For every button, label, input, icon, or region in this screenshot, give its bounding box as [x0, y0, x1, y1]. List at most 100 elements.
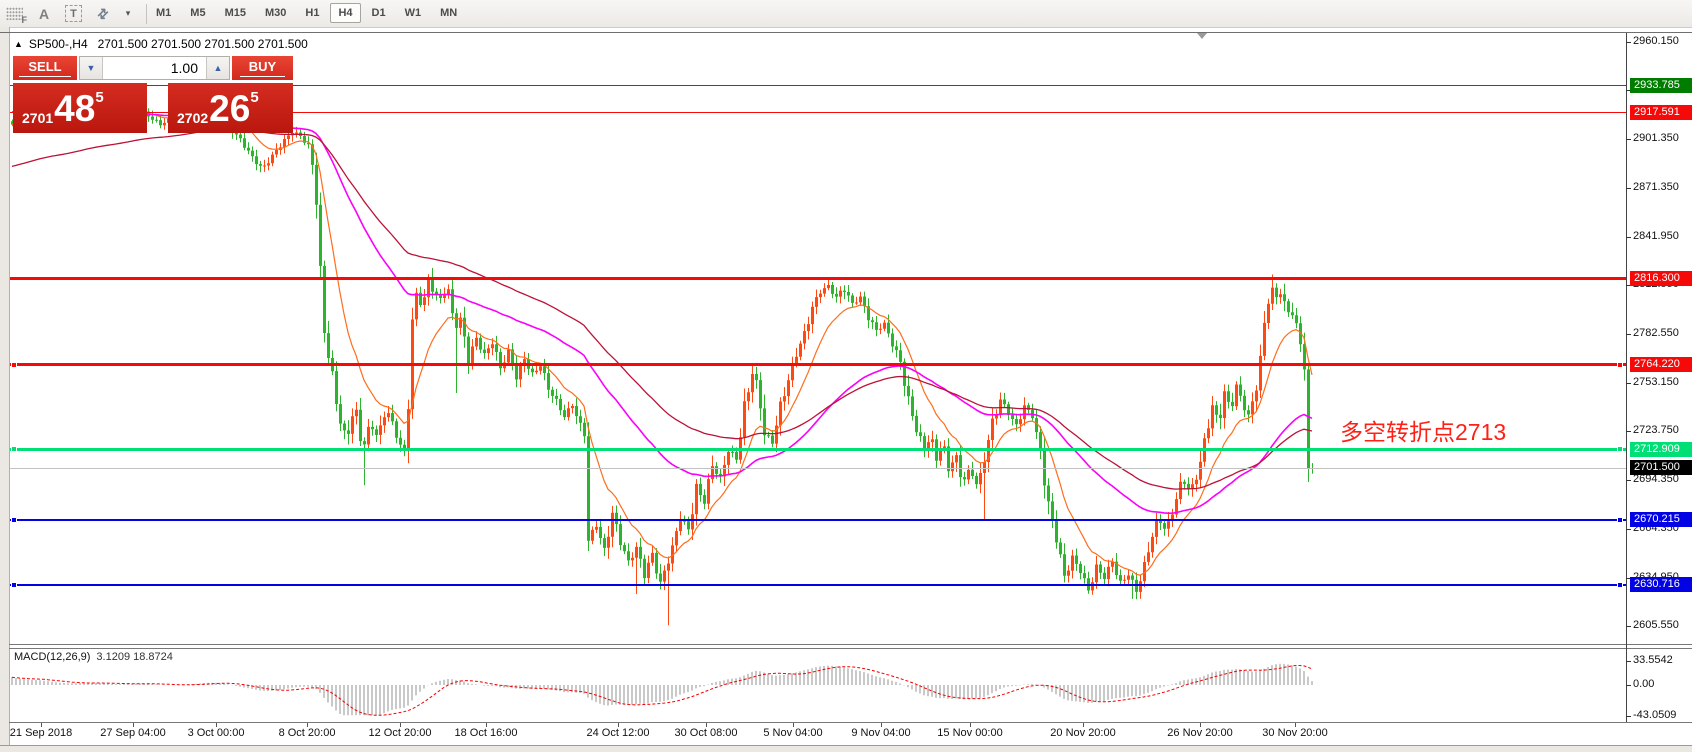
hline-handle[interactable]: [1617, 446, 1623, 453]
current-price-line: [10, 467, 1626, 469]
hline-2764.220[interactable]: [10, 363, 1626, 367]
price-tick-label: 2723.750: [1633, 424, 1679, 437]
hline-2712.909[interactable]: [10, 447, 1626, 451]
price-tick-label: 2871.350: [1633, 181, 1679, 194]
sell-button[interactable]: SELL: [13, 56, 77, 80]
volume-decrease-button[interactable]: ▼: [80, 57, 103, 79]
date-tick-dash: [486, 723, 487, 727]
price-level-badge: 2670.215: [1630, 512, 1692, 527]
price-level-badge: 2764.220: [1630, 357, 1692, 373]
pane-splitter[interactable]: [9, 648, 1692, 649]
macd-tick-label: 33.5542: [1633, 653, 1673, 666]
price-tick-dash: [1626, 138, 1631, 140]
macd-tick-label: 0.00: [1633, 678, 1655, 690]
buy-price-prefix: 2702: [177, 110, 209, 126]
symbol-period-label: SP500-,H4: [28, 37, 88, 51]
price-tick-dash: [1626, 42, 1631, 43]
chart-text-annotation[interactable]: 多空转折点2713: [1340, 419, 1507, 445]
toolbar: F A T ⇄ ▾ M1 M5 M15 M30 H1 H4 D1 W1 MN: [0, 0, 1692, 28]
date-tick-label: 30 Oct 08:00: [674, 727, 738, 739]
date-tick-label: 8 Oct 20:00: [278, 727, 336, 739]
date-tick-dash: [970, 723, 971, 727]
buy-price-box[interactable]: 2702 26 5: [168, 83, 293, 133]
timeframe-row: M1 M5 M15 M30 H1 H4 D1 W1 MN: [148, 3, 465, 23]
text-box-tool-icon[interactable]: T: [65, 5, 82, 22]
price-level-badge: 2816.300: [1630, 271, 1692, 287]
date-tick-label: 3 Oct 00:00: [187, 727, 245, 739]
price-level-badge: 2712.909: [1630, 441, 1692, 457]
timeframe-h4[interactable]: H4: [330, 3, 361, 23]
macd-tick-dash: [1626, 660, 1631, 662]
chart-title: ▲ SP500-,H4 2701.500 2701.500 2701.500 270…: [14, 37, 308, 51]
hline-handle[interactable]: [11, 446, 17, 453]
date-tick-label: 18 Oct 16:00: [454, 727, 518, 739]
hline-handle[interactable]: [11, 516, 17, 523]
date-tick-label: 26 Nov 20:00: [1167, 727, 1233, 739]
hline-2933.785[interactable]: [10, 84, 1626, 86]
text-label-tool-icon[interactable]: A: [38, 5, 50, 22]
hline-handle[interactable]: [11, 361, 17, 368]
price-tick-dash: [1626, 236, 1631, 238]
timeframe-m5[interactable]: M5: [190, 7, 206, 19]
hline-2670.215[interactable]: [10, 518, 1626, 521]
hline-handle[interactable]: [1617, 581, 1623, 588]
sell-price-box[interactable]: 2701 48 5: [13, 83, 147, 133]
collapse-arrow-icon[interactable]: ▲: [14, 39, 23, 49]
timeframe-w1[interactable]: W1: [404, 7, 422, 19]
date-tick-dash: [706, 723, 707, 727]
chart-window-border: [0, 32, 1692, 33]
macd-tick-dash: [1626, 685, 1631, 686]
timeframe-d1[interactable]: D1: [371, 7, 386, 19]
volume-value[interactable]: 1.00: [170, 60, 198, 76]
timeframe-h1[interactable]: H1: [305, 7, 320, 19]
date-tick-dash: [793, 723, 794, 727]
sell-price-prefix: 2701: [22, 110, 54, 126]
date-tick-dash: [133, 723, 134, 727]
price-tick-label: 2605.550: [1633, 619, 1679, 631]
date-tick-label: 5 Nov 04:00: [763, 727, 823, 739]
hline-2917.591[interactable]: [10, 111, 1626, 113]
price-tick-dash: [1626, 90, 1631, 92]
price-tick-dash: [1626, 382, 1631, 384]
sell-price-big: 48: [54, 87, 96, 129]
indicator-grid-icon[interactable]: F: [6, 7, 27, 25]
macd-tick-dash: [1626, 715, 1631, 717]
chevron-down-icon[interactable]: ▾: [125, 8, 131, 18]
macd-pane-bottom-border: [9, 722, 1692, 723]
price-tick-label: 2841.950: [1633, 229, 1679, 242]
ohlc-values: 2701.500 2701.500 2701.500 2701.500: [97, 37, 308, 51]
price-tick-dash: [1626, 431, 1631, 433]
volume-spinner: ▼ 1.00 ▲: [79, 56, 230, 80]
macd-indicator-label: MACD(12,26,9) 3.1209 18.8724: [14, 651, 173, 663]
date-tick-label: 12 Oct 20:00: [368, 727, 432, 739]
price-tick-dash: [1626, 188, 1631, 190]
date-tick-label: 30 Nov 20:00: [1262, 727, 1328, 739]
hline-handle[interactable]: [11, 581, 17, 588]
timeframe-m1[interactable]: M1: [156, 7, 172, 19]
price-tick-dash: [1626, 577, 1631, 579]
price-tick-label: 2901.350: [1633, 131, 1679, 144]
buy-price-big: 26: [209, 87, 251, 129]
date-tick-dash: [1295, 723, 1296, 727]
timeframe-mn[interactable]: MN: [440, 7, 458, 19]
macd-values: 3.1209 18.8724: [96, 651, 173, 663]
price-tick-dash: [1626, 626, 1631, 627]
timeframe-m15[interactable]: M15: [224, 7, 246, 19]
status-strip: [0, 745, 1692, 752]
price-axis-line: [1626, 33, 1627, 722]
date-tick-label: 27 Sep 04:00: [100, 727, 166, 739]
current-price-badge: 2701.500: [1630, 460, 1692, 476]
volume-increase-button[interactable]: ▲: [206, 57, 229, 79]
hline-handle[interactable]: [1617, 516, 1623, 523]
timeframe-m30[interactable]: M30: [264, 7, 287, 19]
hline-2630.716[interactable]: [10, 583, 1626, 586]
hline-handle[interactable]: [1617, 361, 1623, 368]
pane-splitter[interactable]: [9, 644, 1692, 645]
date-tick-label: 9 Nov 04:00: [851, 727, 911, 739]
chart-shift-marker-icon[interactable]: [1197, 33, 1207, 39]
hline-2816.300[interactable]: [10, 277, 1626, 281]
buy-button[interactable]: BUY: [232, 56, 293, 80]
macd-tick-label: -43.0509: [1633, 708, 1677, 721]
